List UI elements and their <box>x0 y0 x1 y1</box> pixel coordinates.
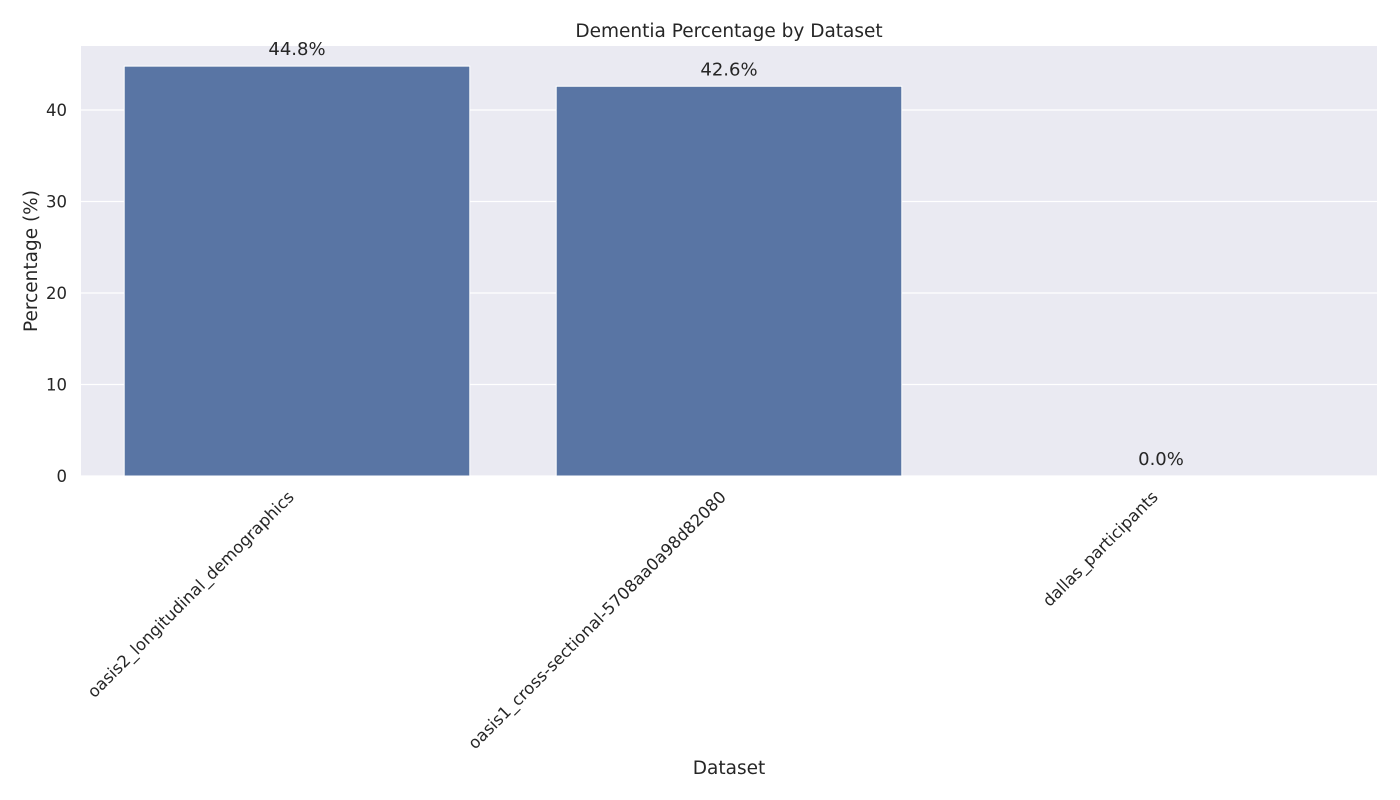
x-axis-ticks: oasis2_longitudinal_demographics oasis1_c… <box>84 487 1163 753</box>
data-labels: 44.8% 42.6% 0.0% <box>268 39 1183 470</box>
x-axis-label: Dataset <box>693 758 765 779</box>
data-label: 42.6% <box>700 59 757 80</box>
bars <box>123 65 903 477</box>
x-tick-label: oasis1_cross-sectional-5708aa0a98d82080 <box>464 487 730 753</box>
y-tick-label: 0 <box>57 467 68 486</box>
y-tick-label: 10 <box>46 376 67 395</box>
chart-title: Dementia Percentage by Dataset <box>575 21 882 42</box>
data-label: 0.0% <box>1138 449 1184 470</box>
data-label: 44.8% <box>268 39 325 60</box>
y-axis-ticks: 0 10 20 30 40 <box>46 101 67 486</box>
bar-1 <box>123 65 471 477</box>
x-tick-label: dallas_participants <box>1039 487 1163 611</box>
bar-2 <box>555 85 903 477</box>
y-tick-label: 40 <box>46 101 67 120</box>
y-tick-label: 20 <box>46 284 67 303</box>
y-axis-label: Percentage (%) <box>21 190 42 332</box>
y-tick-label: 30 <box>46 193 67 212</box>
x-tick-label: oasis2_longitudinal_demographics <box>84 487 299 702</box>
